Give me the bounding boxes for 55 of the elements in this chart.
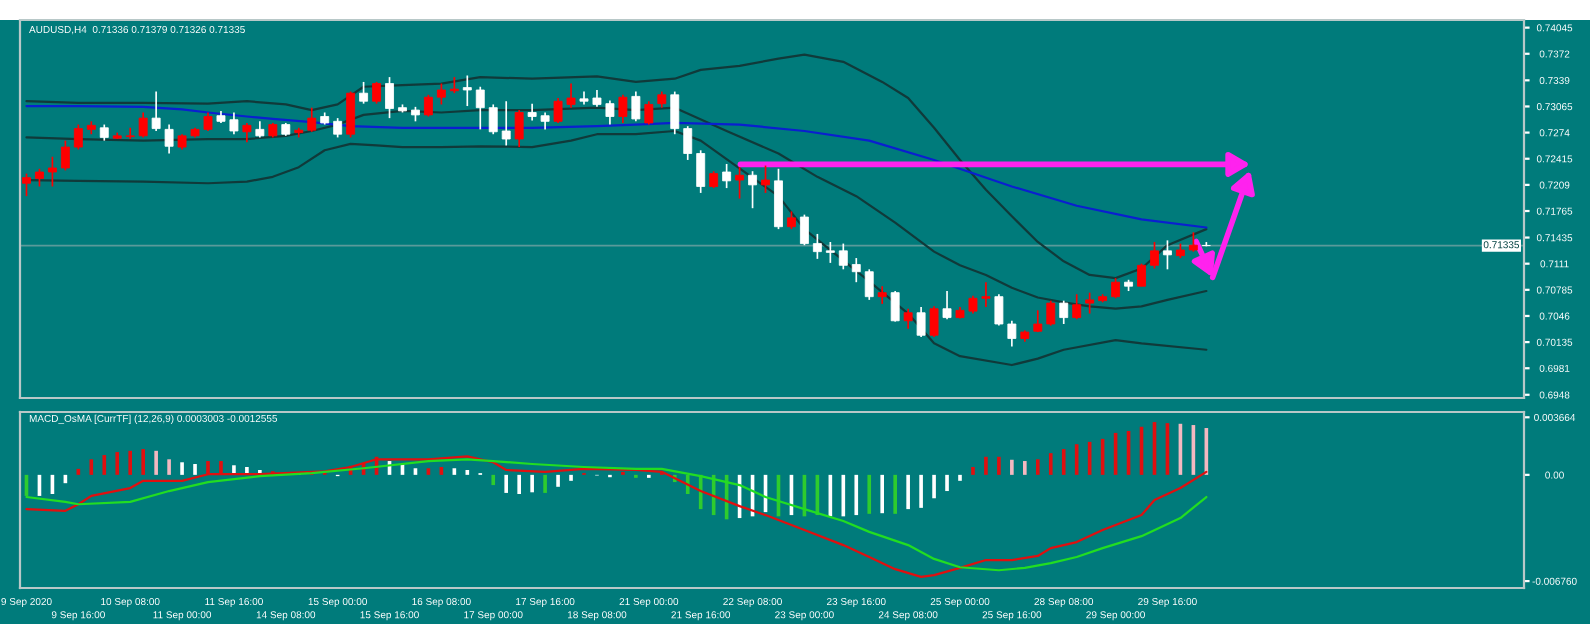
candlestick (385, 76, 394, 119)
candlestick (436, 82, 446, 106)
candlestick (346, 90, 356, 139)
candlestick (372, 81, 381, 105)
candlestick (618, 93, 628, 124)
candlestick (761, 164, 770, 194)
candlestick (903, 307, 913, 330)
candlestick (1085, 291, 1095, 315)
candlestick (151, 90, 161, 132)
candlestick (164, 123, 174, 155)
candlestick (670, 90, 680, 136)
candlestick (423, 93, 433, 118)
candlestick (1046, 299, 1056, 327)
candlestick (748, 170, 757, 210)
candlestick (929, 305, 939, 338)
candlestick (774, 167, 783, 230)
candlestick (890, 290, 900, 323)
candlestick (138, 111, 148, 139)
candlestick (60, 139, 70, 172)
candlestick (1137, 262, 1146, 288)
candlestick (864, 268, 874, 301)
candlestick (125, 126, 135, 140)
candlestick (812, 233, 822, 260)
candlestick (359, 81, 369, 105)
candlestick (475, 85, 485, 131)
candlestick (696, 149, 706, 194)
candlestick (22, 172, 31, 197)
candlestick (1188, 231, 1198, 253)
candlestick (631, 90, 641, 123)
candlestick (644, 100, 654, 126)
candlestick (1163, 239, 1172, 271)
candlestick (242, 122, 252, 144)
candlestick (735, 166, 745, 200)
line-series (25, 53, 1208, 280)
candlestick (942, 290, 952, 321)
candlestick (1072, 293, 1082, 321)
candlestick (73, 123, 83, 151)
candlestick (1059, 299, 1069, 325)
candlestick (307, 106, 317, 133)
candlestick (722, 163, 732, 189)
candlestick (333, 117, 343, 139)
candlestick (47, 155, 57, 188)
candlestick (877, 285, 887, 305)
candlestick (1150, 241, 1159, 270)
candlestick (851, 257, 861, 284)
candlestick (462, 74, 472, 107)
candlestick (799, 213, 809, 247)
candlestick (825, 241, 835, 264)
candlestick (916, 306, 926, 338)
candlestick (683, 125, 693, 161)
candlestick (488, 103, 498, 136)
candlestick (514, 109, 524, 148)
candlestick (1111, 277, 1121, 300)
candlestick (501, 100, 511, 147)
candlestick (838, 242, 848, 271)
